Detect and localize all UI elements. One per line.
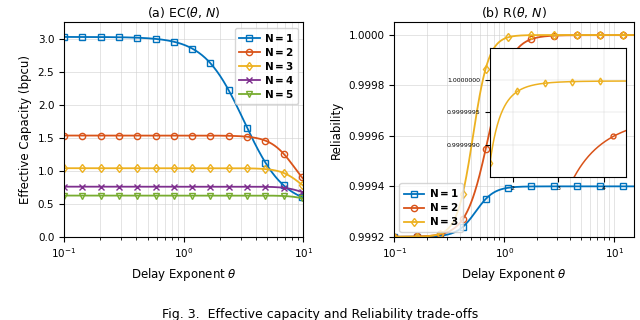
$\mathbf{N=2}$ [145, 134, 153, 138]
$\mathbf{N=1}$ [60, 35, 68, 39]
$\mathbf{N=3}$ [630, 33, 638, 37]
$\mathbf{N=2}$ [630, 33, 638, 37]
$\mathbf{N=3}$ [60, 166, 68, 170]
$\mathbf{N=2}$ [321, 194, 329, 197]
$\mathbf{N=3}$ [250, 166, 257, 170]
$\mathbf{N=1}$ [563, 184, 571, 188]
Legend: $\mathbf{N=1}$, $\mathbf{N=2}$, $\mathbf{N=3}$, $\mathbf{N=4}$, $\mathbf{N=5}$: $\mathbf{N=1}$, $\mathbf{N=2}$, $\mathbf… [234, 28, 298, 104]
$\mathbf{N=5}$ [60, 194, 68, 197]
Line: $\mathbf{N=2}$: $\mathbf{N=2}$ [61, 132, 328, 199]
$\mathbf{N=2}$ [563, 33, 571, 37]
Line: $\mathbf{N=3}$: $\mathbf{N=3}$ [391, 32, 637, 240]
Y-axis label: Reliability: Reliability [330, 100, 342, 159]
$\mathbf{N=5}$ [321, 199, 329, 203]
$\mathbf{N=5}$ [92, 194, 99, 197]
$\mathbf{N=1}$ [630, 184, 638, 188]
$\mathbf{N=3}$ [485, 56, 493, 60]
$\mathbf{N=5}$ [145, 194, 153, 197]
$\mathbf{N=3}$ [564, 33, 572, 37]
$\mathbf{N=2}$ [541, 34, 549, 38]
$\mathbf{N=3}$ [419, 235, 427, 238]
$\mathbf{N=1}$ [390, 235, 398, 239]
Text: Fig. 3.  Effective capacity and Reliability trade-offs: Fig. 3. Effective capacity and Reliabili… [162, 308, 478, 320]
$\mathbf{N=3}$ [92, 166, 99, 170]
Title: (b) R($\theta$, $N$): (b) R($\theta$, $N$) [481, 5, 547, 20]
$\mathbf{N=2}$ [250, 136, 257, 140]
$\mathbf{N=1}$ [468, 214, 476, 218]
$\mathbf{N=1}$ [92, 35, 99, 39]
$\mathbf{N=3}$ [248, 166, 256, 170]
$\mathbf{N=5}$ [250, 194, 257, 197]
$\mathbf{N=1}$ [145, 36, 153, 40]
$\mathbf{N=1}$ [485, 194, 493, 198]
$\mathbf{N=4}$ [60, 185, 68, 188]
X-axis label: Delay Exponent $\theta$: Delay Exponent $\theta$ [461, 266, 567, 283]
$\mathbf{N=4}$ [224, 185, 232, 188]
$\mathbf{N=3}$ [321, 195, 329, 199]
$\mathbf{N=2}$ [163, 134, 171, 138]
$\mathbf{N=1}$ [321, 201, 329, 205]
X-axis label: Delay Exponent $\theta$: Delay Exponent $\theta$ [131, 266, 237, 283]
$\mathbf{N=2}$ [390, 235, 398, 239]
Line: $\mathbf{N=3}$: $\mathbf{N=3}$ [61, 165, 328, 200]
$\mathbf{N=4}$ [145, 185, 153, 188]
Line: $\mathbf{N=4}$: $\mathbf{N=4}$ [61, 184, 328, 200]
$\mathbf{N=5}$ [224, 194, 232, 197]
Line: $\mathbf{N=2}$: $\mathbf{N=2}$ [391, 32, 637, 240]
$\mathbf{N=4}$ [92, 185, 99, 188]
$\mathbf{N=3}$ [563, 33, 571, 37]
$\mathbf{N=5}$ [248, 194, 256, 197]
$\mathbf{N=1}$ [541, 184, 549, 188]
$\mathbf{N=2}$ [468, 197, 476, 201]
$\mathbf{N=2}$ [60, 134, 68, 138]
$\mathbf{N=1}$ [224, 87, 232, 91]
Line: $\mathbf{N=1}$: $\mathbf{N=1}$ [391, 183, 637, 240]
$\mathbf{N=2}$ [419, 234, 427, 238]
$\mathbf{N=4}$ [321, 195, 329, 199]
$\mathbf{N=4}$ [163, 185, 171, 188]
$\mathbf{N=1}$ [163, 38, 171, 42]
$\mathbf{N=4}$ [248, 185, 256, 188]
Legend: $\mathbf{N=1}$, $\mathbf{N=2}$, $\mathbf{N=3}$: $\mathbf{N=1}$, $\mathbf{N=2}$, $\mathbf… [399, 183, 463, 232]
$\mathbf{N=2}$ [92, 134, 99, 138]
$\mathbf{N=3}$ [541, 33, 549, 37]
$\mathbf{N=2}$ [485, 131, 493, 135]
$\mathbf{N=3}$ [145, 166, 153, 170]
Line: $\mathbf{N=5}$: $\mathbf{N=5}$ [61, 192, 328, 204]
$\mathbf{N=3}$ [163, 166, 171, 170]
$\mathbf{N=4}$ [250, 185, 257, 188]
$\mathbf{N=5}$ [163, 194, 171, 197]
Y-axis label: Effective Capacity (bpcu): Effective Capacity (bpcu) [19, 55, 32, 204]
$\mathbf{N=2}$ [224, 134, 232, 138]
Title: (a) EC($\theta$, $N$): (a) EC($\theta$, $N$) [147, 5, 221, 20]
$\mathbf{N=1}$ [250, 139, 257, 143]
$\mathbf{N=1}$ [419, 235, 427, 238]
$\mathbf{N=3}$ [224, 166, 232, 170]
Line: $\mathbf{N=1}$: $\mathbf{N=1}$ [61, 34, 328, 206]
$\mathbf{N=3}$ [468, 138, 476, 142]
$\mathbf{N=1}$ [564, 184, 572, 188]
$\mathbf{N=2}$ [248, 135, 256, 139]
$\mathbf{N=3}$ [390, 235, 398, 239]
$\mathbf{N=1}$ [248, 137, 256, 140]
$\mathbf{N=2}$ [564, 33, 572, 37]
